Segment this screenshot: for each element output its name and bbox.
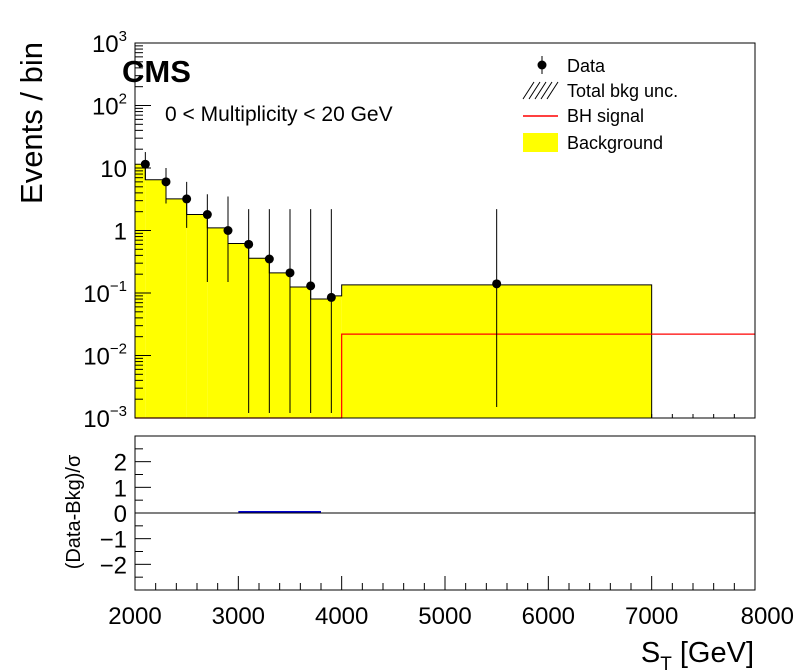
background-bin-7 [269,272,290,418]
background-bin-9 [310,299,332,418]
data-point-2 [182,194,192,204]
main-y-tick-exponent: 3 [119,28,127,45]
y-axis-label: Events / bin [14,42,49,204]
main-y-tick-exponent: −1 [110,278,127,295]
main-y-tick-label-2: 10 [100,156,127,183]
main-y-tick-label-3: 1 [114,219,127,246]
main-y-tick-mantissa: 1 [114,219,127,246]
x-axis-label: ST [GeV] [641,637,754,672]
legend-label-data: Data [567,56,606,76]
background-bin-2 [166,198,187,418]
main-y-tick-label-0: 103 [92,28,127,58]
main-y-tick-label-1: 102 [92,91,127,121]
main-y-tick-exponent: −3 [110,403,127,420]
main-y-tick-mantissa: 10 [92,31,119,58]
main-y-tick-mantissa: 10 [83,406,110,433]
main-y-tick-exponent: −2 [110,341,127,358]
data-point-3 [202,210,212,220]
x-tick-label-5: 7000 [625,603,678,630]
data-point-5 [244,239,254,249]
ratio-y-tick-label-2: 0 [114,501,127,528]
legend-label-bh-signal: BH signal [567,106,644,126]
background-bin-6 [248,258,270,418]
background-bin-1 [145,179,166,418]
background-bin-8 [290,286,311,418]
data-point-4 [223,226,233,235]
background-bin-0 [135,164,146,418]
main-y-tick-label-6: 10−3 [83,403,127,433]
x-tick-label-0: 2000 [108,603,161,630]
data-point-8 [306,281,316,291]
x-axis-label-unit: [GeV] [672,637,754,669]
background-bin-5 [228,243,249,418]
main-y-tick-label-5: 10−2 [83,341,127,371]
main-y-tick-label-4: 10−1 [83,278,127,308]
ratio-y-tick-label-1: −1 [100,527,127,554]
data-point-10 [492,279,502,289]
background-histogram [134,163,653,418]
background-bin-10 [331,295,342,418]
ratio-y-axis-label: (Data-Bkg)/σ [63,454,85,569]
data-points [140,152,502,414]
background-bin-3 [186,214,208,418]
main-y-tick-mantissa: 10 [92,94,119,121]
background-bin-4 [207,227,228,418]
data-point-1 [161,177,171,187]
main-y-tick-mantissa: 10 [83,344,110,371]
x-tick-label-6: 8000 [741,603,794,630]
x-axis-label-main: S [641,637,660,669]
legend: Data Total bkg unc. BH signal Background [522,56,678,153]
x-axis-label-subscript: T [660,654,672,672]
ratio-y-tick-label-0: −2 [100,552,127,579]
data-point-0 [140,159,150,169]
x-tick-label-3: 5000 [418,603,471,630]
data-point-9 [326,292,336,302]
legend-label-total-bkg-unc: Total bkg unc. [567,81,678,101]
multiplicity-annotation: 0 < Multiplicity < 20 GeV [165,103,393,126]
main-y-tick-mantissa: 10 [83,281,110,308]
x-tick-label-1: 3000 [212,603,265,630]
data-point-7 [285,268,295,278]
legend-background-swatch [523,133,558,152]
cms-label: CMS [122,54,191,89]
x-tick-label-4: 6000 [522,603,575,630]
legend-hatch-swatch [522,81,559,100]
x-tick-label-2: 4000 [315,603,368,630]
ratio-y-tick-label-4: 2 [114,450,127,477]
legend-label-background: Background [567,133,663,153]
data-point-6 [264,254,274,264]
main-y-tick-mantissa: 10 [100,156,127,183]
ratio-y-tick-label-3: 1 [114,475,127,502]
main-y-tick-exponent: 2 [119,91,127,108]
